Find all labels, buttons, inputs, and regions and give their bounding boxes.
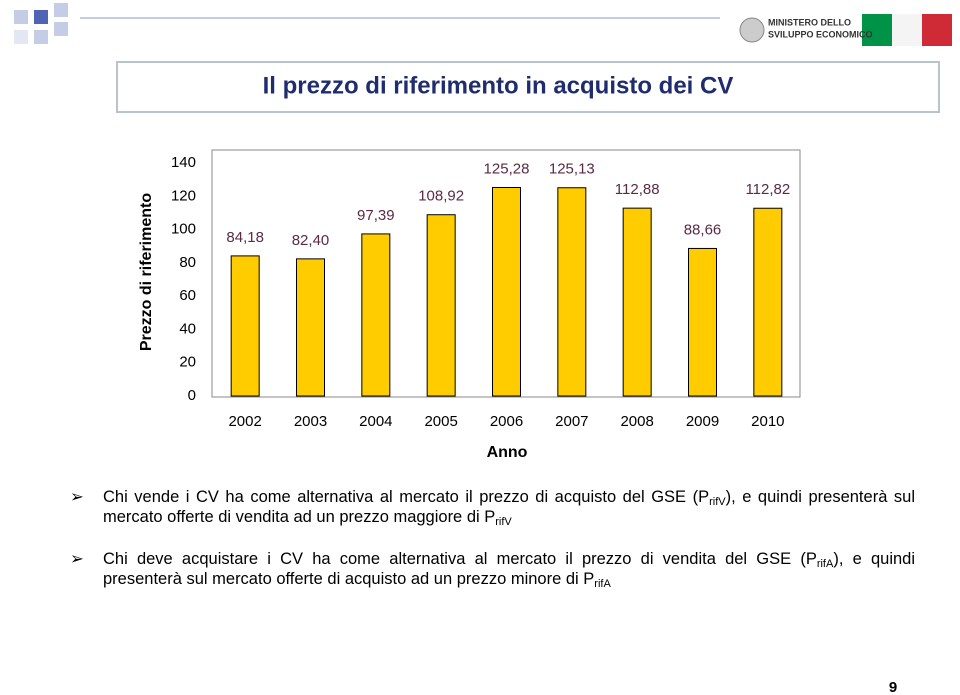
y-tick-label: 60 (179, 287, 196, 304)
x-tick-label: 2002 (228, 413, 261, 430)
bullet-text: Chi vende i CV ha come alternativa al me… (103, 488, 710, 506)
subscript: rifV (495, 516, 512, 528)
data-label: 108,92 (418, 188, 464, 205)
bar (688, 247, 717, 397)
bar (426, 214, 456, 397)
logo-text: MINISTERO DELLO (768, 17, 851, 27)
y-tick-label: 80 (179, 254, 196, 271)
data-label: 125,13 (549, 161, 595, 178)
x-tick-label: 2009 (686, 413, 719, 430)
x-tick-label: 2007 (555, 413, 588, 430)
bar (361, 233, 391, 397)
data-label: 125,28 (484, 160, 530, 177)
chart-title: Il prezzo di riferimento in acquisto dei… (263, 72, 734, 99)
bar (622, 207, 652, 397)
subscript: rifA (594, 578, 611, 590)
bar (753, 207, 783, 397)
page-number: 9 (889, 679, 897, 695)
y-tick-label: 120 (171, 187, 196, 204)
decoration (14, 3, 952, 46)
bullet-icon: ➢ (70, 550, 84, 568)
x-axis-label: Anno (487, 444, 528, 461)
x-tick-label: 2004 (359, 413, 392, 430)
bullet: ➢ Chi deve acquistare i CV ha come altern… (70, 549, 915, 590)
bullet-text: ), e quindi presenterà sul mercato offer… (103, 488, 915, 526)
bullet-icon: ➢ (70, 488, 84, 506)
bar (557, 187, 587, 397)
data-label: 112,82 (745, 181, 790, 198)
y-axis-label: Prezzo di riferimento (138, 193, 155, 351)
data-label: 82,40 (292, 232, 330, 249)
bar (492, 186, 521, 397)
bullet-text: Chi deve acquistare i CV ha come alterna… (103, 550, 817, 568)
x-tick-label: 2008 (620, 413, 653, 430)
bar (296, 258, 325, 397)
y-tick-label: 40 (179, 320, 196, 337)
x-tick-label: 2006 (490, 413, 523, 430)
x-tick-label: 2005 (424, 413, 457, 430)
y-tick-label: 20 (179, 354, 196, 371)
logo-text: SVILUPPO ECONOMICO (768, 29, 873, 39)
y-tick-label: 100 (171, 221, 196, 238)
data-label: 88,66 (684, 221, 722, 238)
data-label: 112,88 (615, 181, 660, 198)
y-tick-label: 140 (171, 154, 196, 171)
subscript: rifV (709, 496, 726, 508)
data-label: 97,39 (357, 207, 395, 224)
bullet-text: ), e quindi presenterà sul mercato offer… (103, 550, 915, 588)
data-label: 84,18 (226, 229, 264, 246)
x-tick-label: 2003 (294, 413, 327, 430)
title-box (116, 61, 940, 113)
bullet: ➢ Chi vende i CV ha come alternativa al m… (70, 487, 915, 528)
subscript: rifA (816, 558, 834, 570)
bar (230, 255, 260, 397)
y-tick-label: 0 (188, 387, 196, 404)
bullet-list: ➢ Chi vende i CV ha come alternativa al m… (70, 487, 915, 611)
x-tick-label: 2010 (751, 413, 784, 430)
